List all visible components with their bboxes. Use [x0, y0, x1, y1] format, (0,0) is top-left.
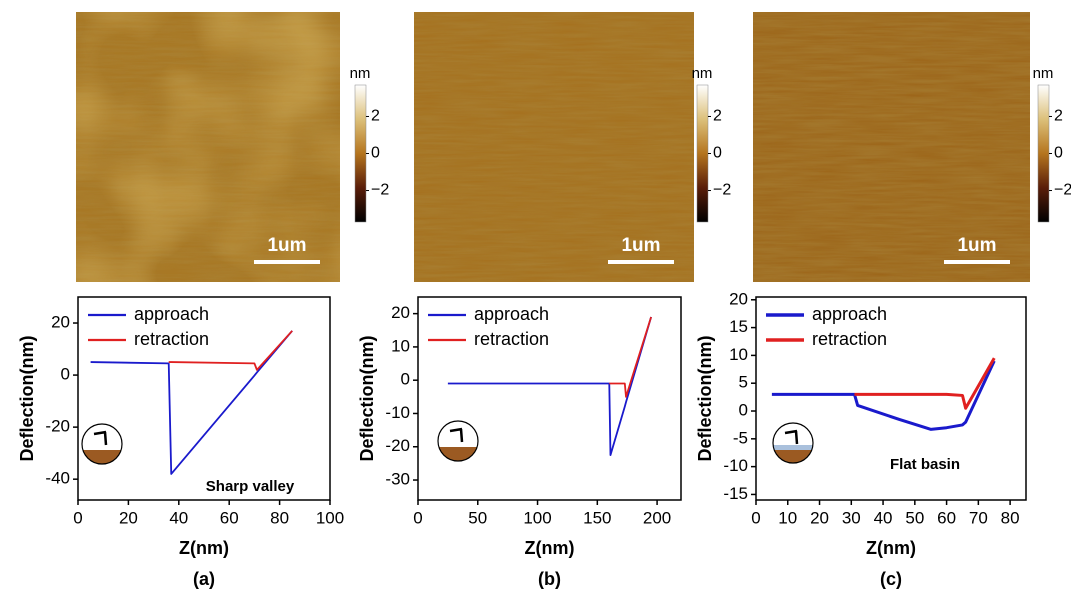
x-tick-label: 80: [1001, 508, 1020, 527]
inset-outline: [81, 423, 123, 465]
colorbar-tick-label: −2: [713, 182, 731, 199]
y-tick-label: -5: [733, 428, 748, 447]
colorbar-tick-label: 2: [713, 108, 722, 125]
colorbar-tick-label: 0: [713, 145, 722, 162]
plot-frame: [755, 296, 1027, 501]
inset-layer: [773, 445, 813, 450]
x-tick-label: 40: [169, 508, 188, 527]
colorbar: [354, 84, 367, 223]
y-tick-label: 10: [729, 345, 748, 364]
x-tick-label: 200: [643, 508, 671, 527]
colorbar-tick-label: 0: [1054, 145, 1063, 162]
x-tick-label: 80: [270, 508, 289, 527]
series-line: [168, 330, 293, 371]
x-axis-label: Z(nm): [525, 538, 575, 558]
y-tick-label: -40: [45, 469, 70, 488]
x-tick-label: 40: [874, 508, 893, 527]
annotation: Sharp valley: [206, 478, 295, 495]
legend-label: approach: [812, 304, 887, 324]
panel-label: (b): [538, 569, 561, 589]
series-line: [90, 330, 293, 475]
inset-substrate: [438, 447, 478, 461]
y-tick-label: 5: [739, 373, 748, 392]
legend-label: retraction: [474, 329, 549, 349]
x-tick-label: 0: [413, 508, 422, 527]
y-tick-label: 15: [729, 317, 748, 336]
y-axis-label: Deflection(nm): [695, 335, 715, 461]
x-tick-label: 60: [220, 508, 239, 527]
x-tick-label: 60: [937, 508, 956, 527]
panel-label: (c): [880, 569, 902, 589]
legend-label: retraction: [134, 329, 209, 349]
y-tick-label: 20: [51, 313, 70, 332]
series-line: [609, 316, 652, 398]
inset-outline: [437, 420, 479, 462]
x-tick-label: 0: [751, 508, 760, 527]
y-axis-label: Deflection(nm): [357, 335, 377, 461]
colorbar-tick-label: 2: [371, 108, 380, 125]
legend-label: approach: [134, 304, 209, 324]
colorbar-tick-label: −2: [1054, 182, 1071, 199]
legend-label: retraction: [812, 329, 887, 349]
y-tick-label: -20: [385, 436, 410, 455]
inset-cantilever: [449, 427, 464, 443]
x-axis-label: Z(nm): [179, 538, 229, 558]
x-tick-label: 50: [468, 508, 487, 527]
y-tick-label: 20: [729, 289, 748, 308]
series-line: [771, 360, 996, 431]
y-tick-label: 10: [391, 336, 410, 355]
inset-substrate: [773, 449, 813, 463]
annotation: Flat basin: [890, 456, 960, 473]
x-tick-label: 50: [905, 508, 924, 527]
inset-cantilever: [784, 429, 799, 445]
x-tick-label: 10: [778, 508, 797, 527]
inset-substrate: [82, 450, 122, 464]
inset-outline: [772, 422, 814, 464]
afm-features: [76, 12, 340, 282]
x-tick-label: 100: [523, 508, 551, 527]
colorbar: [696, 84, 709, 223]
y-tick-label: 0: [739, 400, 748, 419]
y-tick-label: -10: [385, 403, 410, 422]
series-line: [854, 357, 996, 410]
afm-texture: [414, 12, 694, 282]
inset-cantilever: [93, 430, 108, 446]
colorbar-tick-label: −2: [371, 182, 389, 199]
x-tick-label: 30: [842, 508, 861, 527]
y-tick-label: -20: [45, 417, 70, 436]
y-axis-label: Deflection(nm): [17, 335, 37, 461]
colorbar-tick-label: 2: [1054, 108, 1063, 125]
plot-frame: [417, 296, 682, 501]
x-tick-label: 0: [73, 508, 82, 527]
x-tick-label: 150: [583, 508, 611, 527]
y-tick-label: 0: [401, 370, 410, 389]
colorbar-unit: nm: [350, 65, 371, 82]
scale-bar-label: 1um: [267, 235, 306, 256]
y-tick-label: -10: [723, 456, 748, 475]
x-tick-label: 20: [810, 508, 829, 527]
y-tick-label: 20: [391, 303, 410, 322]
series-line: [447, 316, 652, 456]
colorbar-tick-label: 0: [371, 145, 380, 162]
y-tick-label: -30: [385, 470, 410, 489]
scale-bar-label: 1um: [621, 235, 660, 256]
plot-frame: [77, 296, 331, 501]
x-tick-label: 20: [119, 508, 138, 527]
y-tick-label: -15: [723, 484, 748, 503]
panel-label: (a): [193, 569, 215, 589]
x-axis-label: Z(nm): [866, 538, 916, 558]
y-tick-label: 0: [61, 365, 70, 384]
scale-bar-label: 1um: [957, 235, 996, 256]
legend-label: approach: [474, 304, 549, 324]
colorbar: [1037, 84, 1050, 223]
colorbar-unit: nm: [692, 65, 713, 82]
afm-texture: [753, 12, 1030, 282]
colorbar-unit: nm: [1033, 65, 1054, 82]
x-tick-label: 100: [316, 508, 344, 527]
x-tick-label: 70: [969, 508, 988, 527]
